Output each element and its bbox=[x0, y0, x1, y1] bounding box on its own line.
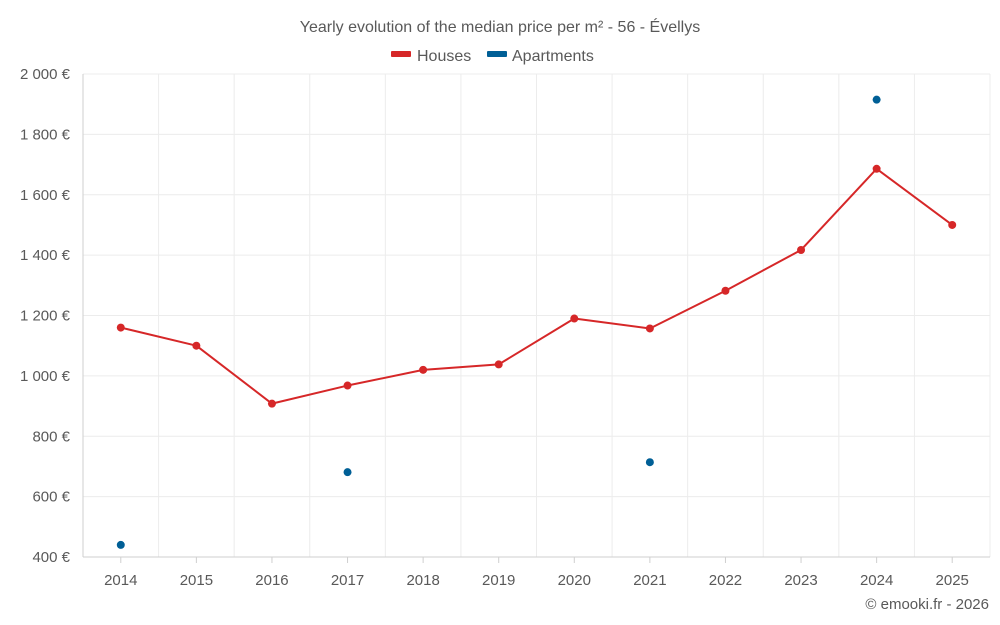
y-tick-label: 1 800 € bbox=[20, 126, 71, 143]
series-houses bbox=[116, 164, 957, 408]
legend-swatch-houses bbox=[391, 51, 411, 57]
series-layer bbox=[116, 95, 957, 549]
data-point-apartments-2017[interactable] bbox=[343, 468, 352, 477]
x-tick-label: 2021 bbox=[633, 572, 666, 589]
y-tick-label: 2 000 € bbox=[20, 66, 71, 83]
chart-title: Yearly evolution of the median price per… bbox=[300, 17, 700, 36]
series-line-houses bbox=[120, 167, 953, 405]
data-point-apartments-2024[interactable] bbox=[872, 95, 881, 104]
data-point-houses-2024[interactable] bbox=[872, 164, 881, 173]
data-point-houses-2018[interactable] bbox=[419, 365, 428, 374]
data-point-houses-2017[interactable] bbox=[343, 381, 352, 390]
grid bbox=[82, 73, 991, 558]
x-tick-label: 2020 bbox=[558, 572, 591, 589]
y-tick-label: 800 € bbox=[32, 428, 70, 445]
x-tick-label: 2022 bbox=[709, 572, 742, 589]
x-tick-label: 2024 bbox=[860, 572, 893, 589]
x-axis-ticks: 2014 2015 2016 2017 2018 2019 2020 2021 2022 2023… bbox=[104, 557, 969, 589]
x-tick-label: 2016 bbox=[255, 572, 288, 589]
credit-text: © emooki.fr - 2026 bbox=[865, 596, 989, 613]
data-point-houses-2016[interactable] bbox=[267, 399, 276, 408]
data-point-houses-2015[interactable] bbox=[192, 341, 201, 350]
legend-swatch-apartments bbox=[487, 51, 507, 57]
legend-label-apartments: Apartments bbox=[512, 48, 594, 65]
data-point-houses-2022[interactable] bbox=[721, 286, 730, 295]
data-point-houses-2023[interactable] bbox=[797, 245, 806, 254]
x-tick-label: 2017 bbox=[331, 572, 364, 589]
y-tick-label: 1 600 € bbox=[20, 187, 71, 204]
x-tick-label: 2014 bbox=[104, 572, 137, 589]
y-axis-ticks: 400 € 600 € 800 € 1 000 € 1 200 € 1 400 € 1 60… bbox=[20, 66, 71, 566]
x-tick-label: 2015 bbox=[180, 572, 213, 589]
x-tick-label: 2023 bbox=[784, 572, 817, 589]
x-tick-label: 2018 bbox=[406, 572, 439, 589]
data-point-houses-2020[interactable] bbox=[570, 314, 579, 323]
x-tick-label: 2019 bbox=[482, 572, 515, 589]
y-tick-label: 600 € bbox=[32, 489, 70, 506]
y-tick-label: 1 200 € bbox=[20, 308, 71, 325]
legend-item-houses[interactable]: Houses bbox=[391, 48, 471, 65]
data-point-houses-2025[interactable] bbox=[948, 220, 957, 229]
legend: Houses Apartments bbox=[391, 48, 594, 65]
data-point-houses-2019[interactable] bbox=[494, 360, 503, 369]
data-point-houses-2021[interactable] bbox=[645, 324, 654, 333]
y-tick-label: 400 € bbox=[32, 549, 70, 566]
series-apartments bbox=[116, 95, 881, 549]
data-point-apartments-2021[interactable] bbox=[645, 458, 654, 467]
y-tick-label: 1 400 € bbox=[20, 247, 71, 264]
data-point-apartments-2014[interactable] bbox=[116, 540, 125, 549]
data-point-houses-2014[interactable] bbox=[116, 323, 125, 332]
x-tick-label: 2025 bbox=[936, 572, 969, 589]
y-tick-label: 1 000 € bbox=[20, 368, 71, 385]
legend-label-houses: Houses bbox=[417, 48, 471, 65]
legend-item-apartments[interactable]: Apartments bbox=[487, 48, 594, 65]
